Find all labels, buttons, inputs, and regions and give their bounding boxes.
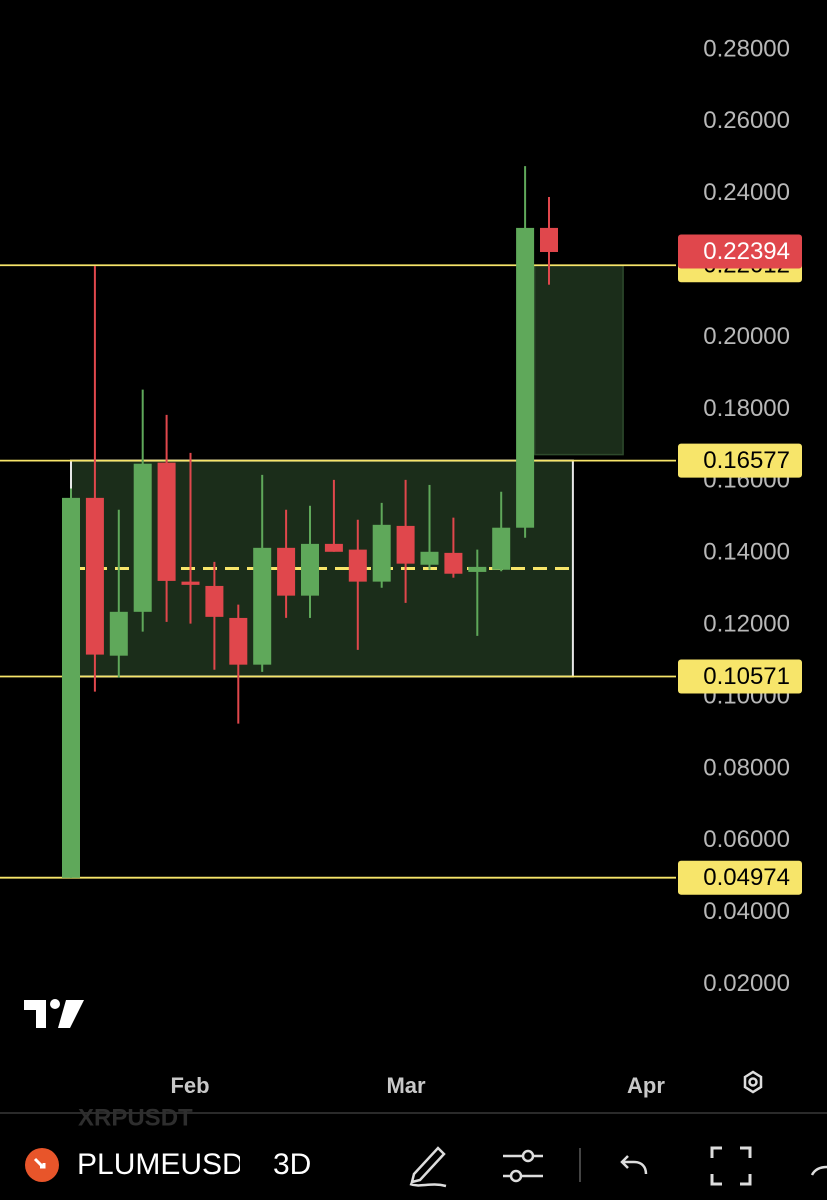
candle-body [62, 497, 80, 878]
more-icon[interactable] [810, 1165, 827, 1176]
last-price-bg [678, 234, 802, 269]
symbol-button[interactable]: PLUMEUSDT [25, 1148, 262, 1182]
candle-body [324, 543, 343, 552]
logo [24, 999, 84, 1028]
candle-body [492, 527, 511, 570]
x-tick-label: Mar [386, 1073, 426, 1098]
y-tick-label: 0.04000 [703, 898, 790, 925]
y-tick-label: 0.12000 [703, 610, 790, 637]
candle-body [229, 617, 248, 665]
undo-icon[interactable] [620, 1155, 648, 1175]
candle-body [540, 227, 558, 252]
candle-body [468, 566, 487, 572]
ghost-symbol: XRPUSDT [78, 1104, 193, 1131]
level-label-bg [678, 860, 802, 895]
y-tick-label: 0.24000 [703, 179, 790, 206]
y-tick-label: 0.28000 [703, 35, 790, 62]
y-tick-label: 0.02000 [703, 970, 790, 997]
fullscreen-icon[interactable] [710, 1146, 752, 1186]
plot [0, 166, 676, 879]
candle-body [372, 524, 391, 582]
level-label-bg [678, 443, 802, 478]
draw-icon[interactable] [409, 1146, 447, 1188]
candle-body [157, 462, 176, 581]
candle-body [109, 611, 128, 656]
y-tick-label: 0.06000 [703, 826, 790, 853]
y-tick-label: 0.18000 [703, 395, 790, 422]
level-label: 0.10571 [703, 663, 790, 690]
candle-body [420, 551, 439, 565]
y-tick-label: 0.20000 [703, 323, 790, 350]
x-tick-label: Feb [170, 1073, 209, 1098]
y-tick-label: 0.14000 [703, 539, 790, 566]
x-tick-label: Apr [627, 1073, 665, 1098]
indicators-icon[interactable] [503, 1149, 543, 1183]
symbol: PLUMEUSDT [77, 1148, 262, 1181]
y-tick-label: 0.08000 [703, 754, 790, 781]
candle-body [516, 227, 535, 528]
candle-body [253, 547, 272, 665]
candle-body [444, 552, 463, 574]
candle-body [205, 585, 224, 617]
level-label: 0.16577 [703, 447, 790, 474]
last-price-label: 0.22394 [703, 238, 790, 265]
candle-body [181, 581, 200, 585]
y-tick-label: 0.26000 [703, 107, 790, 134]
candle-body [277, 547, 296, 596]
candle-body [85, 497, 104, 655]
candle-body [301, 543, 319, 596]
settings-icon[interactable] [743, 1070, 763, 1094]
candle-body [396, 525, 415, 564]
candle-body [348, 549, 367, 582]
target-box [533, 264, 624, 456]
level-label: 0.04974 [703, 864, 790, 891]
candle-body [133, 463, 152, 612]
level-label-bg [678, 659, 802, 694]
interval[interactable]: 3D [273, 1148, 311, 1181]
